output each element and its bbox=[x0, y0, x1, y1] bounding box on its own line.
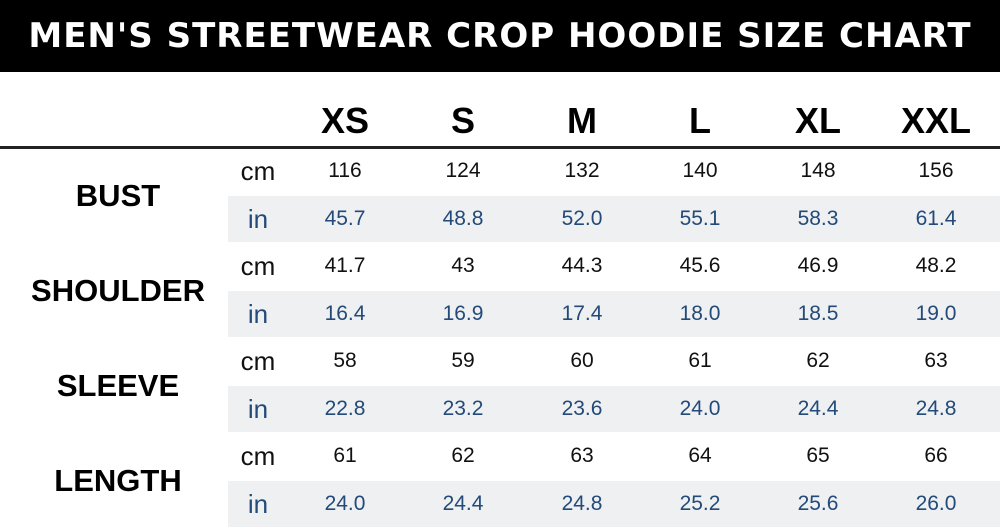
cell: 156 bbox=[918, 159, 954, 182]
row-label: BUST bbox=[75, 178, 161, 213]
column-header: XS bbox=[320, 100, 370, 141]
cell: 16.4 bbox=[324, 301, 366, 325]
cell: 44.3 bbox=[561, 254, 603, 277]
cell: 45.6 bbox=[679, 254, 721, 277]
cell: 41.7 bbox=[324, 254, 366, 277]
row-band bbox=[228, 290, 1000, 337]
header-rule bbox=[0, 146, 1000, 149]
column-header: S bbox=[450, 100, 475, 141]
unit-label: cm bbox=[240, 251, 276, 281]
cell: 55.1 bbox=[679, 206, 721, 230]
unit-label: in bbox=[247, 393, 269, 424]
unit-label: in bbox=[247, 298, 269, 329]
cell: 17.4 bbox=[561, 301, 603, 325]
cell: 26.0 bbox=[915, 491, 957, 515]
cell: 18.0 bbox=[679, 301, 721, 325]
cell: 62 bbox=[806, 349, 830, 372]
cell: 16.9 bbox=[442, 301, 484, 325]
row-label: SLEEVE bbox=[56, 368, 180, 403]
cell: 24.8 bbox=[915, 396, 957, 420]
cell: 66 bbox=[924, 444, 948, 467]
cell: 48.8 bbox=[442, 206, 484, 230]
cell: 132 bbox=[564, 159, 600, 182]
unit-label: in bbox=[247, 488, 269, 519]
cell: 60 bbox=[570, 349, 594, 372]
unit-label: in bbox=[247, 203, 269, 234]
cell: 140 bbox=[682, 159, 718, 182]
cell: 24.0 bbox=[324, 491, 366, 515]
row-band bbox=[228, 195, 1000, 242]
cell: 61.4 bbox=[915, 206, 957, 230]
unit-label: cm bbox=[240, 346, 276, 376]
row-label: LENGTH bbox=[54, 463, 182, 498]
cell: 25.6 bbox=[797, 491, 839, 515]
cell: 45.7 bbox=[324, 206, 366, 230]
cell: 43 bbox=[451, 254, 475, 277]
row-band bbox=[228, 385, 1000, 432]
cell: 23.2 bbox=[442, 396, 484, 420]
cell: 46.9 bbox=[797, 254, 839, 277]
cell: 24.8 bbox=[561, 491, 603, 515]
cell: 59 bbox=[451, 349, 475, 372]
cell: 63 bbox=[570, 444, 594, 467]
cell: 124 bbox=[445, 159, 481, 182]
cell: 18.5 bbox=[797, 301, 839, 325]
cell: 24.0 bbox=[679, 396, 721, 420]
cell: 52.0 bbox=[561, 206, 603, 230]
cell: 61 bbox=[688, 349, 712, 372]
column-header: XXL bbox=[900, 100, 971, 141]
cell: 58 bbox=[333, 349, 357, 372]
column-header: L bbox=[689, 100, 711, 141]
cell: 24.4 bbox=[797, 396, 839, 420]
cell: 65 bbox=[806, 444, 830, 467]
cell: 48.2 bbox=[915, 254, 957, 277]
cell: 62 bbox=[451, 444, 475, 467]
unit-label: cm bbox=[240, 156, 276, 186]
cell: 23.6 bbox=[561, 396, 603, 420]
column-header: XL bbox=[794, 100, 841, 141]
cell: 24.4 bbox=[442, 491, 484, 515]
row-label: SHOULDER bbox=[31, 273, 205, 308]
title: MEN'S STREETWEAR CROP HOODIE SIZE CHART bbox=[0, 0, 1000, 72]
cell: 61 bbox=[333, 444, 357, 467]
cell: 22.8 bbox=[324, 396, 366, 420]
cell: 116 bbox=[328, 159, 362, 182]
row-band bbox=[228, 480, 1000, 527]
cell: 64 bbox=[688, 444, 712, 467]
cell: 58.3 bbox=[797, 206, 839, 230]
cell: 63 bbox=[924, 349, 948, 372]
unit-label: cm bbox=[240, 441, 276, 471]
column-header: M bbox=[567, 100, 597, 141]
cell: 148 bbox=[800, 159, 836, 182]
cell: 19.0 bbox=[915, 301, 957, 325]
cell: 25.2 bbox=[679, 491, 721, 515]
